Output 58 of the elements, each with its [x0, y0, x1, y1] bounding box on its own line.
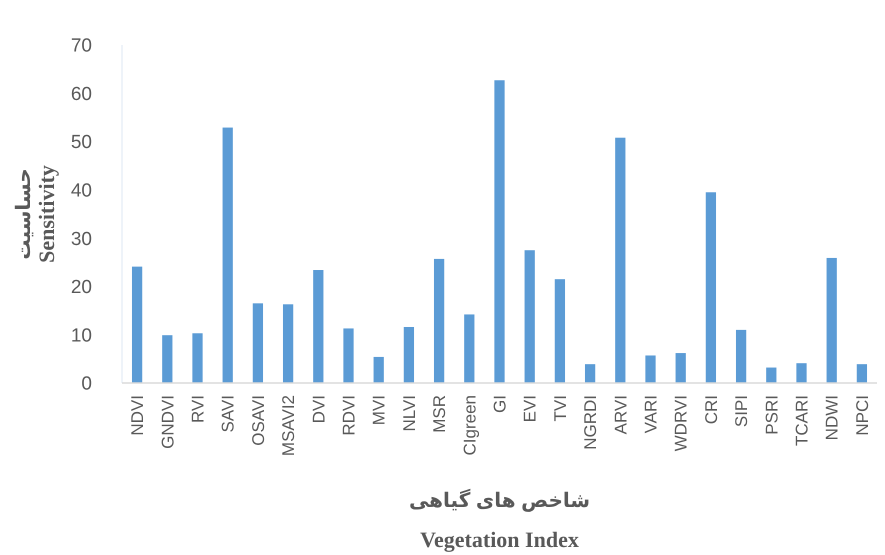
bar	[524, 250, 535, 383]
bar	[706, 192, 716, 383]
bar	[584, 364, 596, 383]
x-tick-label: TCARI	[792, 395, 812, 446]
bar	[796, 363, 807, 383]
bar	[615, 138, 626, 383]
bar	[434, 258, 444, 383]
bar	[856, 364, 868, 383]
bar	[404, 326, 414, 383]
x-tick-label: ARVI	[611, 395, 630, 434]
x-tick-label: DVI	[309, 395, 328, 424]
bar	[494, 80, 505, 383]
y-tick-label: 70	[70, 36, 92, 57]
x-tick-label: SAVI	[218, 395, 238, 432]
x-tick-label: EVI	[520, 395, 540, 422]
bar	[736, 330, 746, 383]
bar	[132, 266, 142, 383]
x-tick-label: PSRI	[762, 395, 782, 435]
x-tick-label: MSAVI2	[279, 395, 298, 456]
x-tick-label: RDVI	[339, 395, 358, 436]
y-tick-label: 0	[81, 374, 92, 395]
x-tick-label: MVI	[370, 395, 389, 426]
x-tick-label: NGRDI	[581, 395, 600, 450]
x-tick-label: WDRVI	[672, 395, 691, 452]
bar	[645, 355, 656, 383]
x-tick-label: NPCI	[852, 395, 872, 436]
y-tick-label: 10	[70, 325, 92, 346]
x-tick-label: GNDVI	[158, 395, 178, 449]
bar	[192, 333, 203, 383]
bar	[554, 279, 566, 383]
y-tick-label: 30	[70, 228, 92, 250]
y-tick-label: 40	[70, 180, 92, 202]
x-tick-label: RVI	[188, 395, 208, 424]
x-tick-label: GI	[490, 395, 510, 413]
bar	[826, 258, 837, 383]
x-tick-label: CIgreen	[460, 395, 480, 456]
x-tick-label: SIPI	[732, 395, 752, 428]
y-tick-label: 20	[70, 277, 92, 298]
bar	[162, 335, 172, 383]
bar	[464, 314, 474, 383]
bar	[766, 368, 776, 383]
x-tick-label: TVI	[550, 395, 570, 422]
x-tick-label: MSR	[430, 395, 450, 433]
x-tick-label: NLVI	[400, 395, 419, 432]
bar	[343, 328, 354, 383]
x-tick-label: NDVI	[128, 395, 148, 436]
y-tick-label: 50	[70, 132, 92, 154]
bar	[313, 270, 324, 383]
x-tick-label: VARI	[641, 395, 660, 434]
x-tick-label: OSAVI	[248, 395, 268, 446]
bar	[374, 356, 384, 383]
bar	[676, 353, 686, 383]
x-tick-label: NDWI	[822, 395, 842, 440]
x-tick-label: CRI	[702, 395, 721, 424]
bar	[222, 128, 233, 383]
bar	[252, 303, 264, 383]
y-tick-label: 60	[70, 84, 92, 105]
bar	[282, 304, 294, 383]
